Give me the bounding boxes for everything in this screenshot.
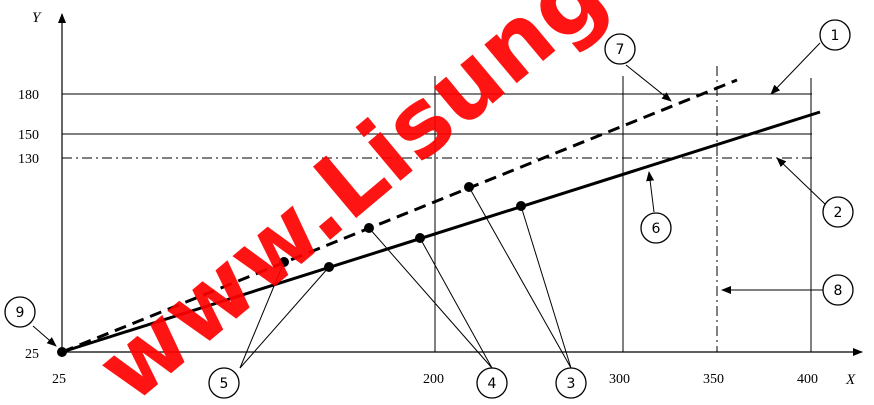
- y-tick-label-180: 180: [18, 88, 39, 103]
- callout-5: 5: [208, 367, 240, 399]
- callout-8: 8: [822, 274, 854, 306]
- grid-lines: [62, 66, 812, 352]
- callout-4-label: 4: [488, 376, 497, 392]
- callout-3: 3: [555, 367, 587, 399]
- callout-1-circle: [819, 19, 851, 51]
- callout-9: 9: [4, 296, 36, 328]
- callout-4-circle: [476, 367, 508, 399]
- callout-3-circle: [555, 367, 587, 399]
- callout-2-label: 2: [834, 205, 843, 221]
- x-tick-label-300: 300: [609, 372, 630, 387]
- callout-3-label: 3: [567, 376, 576, 392]
- callout-9-circle: [4, 296, 36, 328]
- callout-4-leader-b: [368, 227, 493, 369]
- callout-5-leader-b: [239, 261, 285, 369]
- data-lines: [61, 78, 821, 354]
- solid-line: [61, 110, 821, 354]
- callout-6-label: 6: [652, 221, 661, 237]
- axes: Y X: [32, 10, 863, 388]
- y-tick-label-130: 130: [18, 152, 39, 167]
- axis-labels: 180 150 130 25 25 200 300 350 400: [18, 88, 818, 387]
- x-tick-label-25: 25: [52, 372, 66, 387]
- callout-5-circle: [208, 367, 240, 399]
- y-tick-label-25: 25: [25, 347, 39, 362]
- callout-9-leader: [32, 325, 57, 347]
- callout-1: 1: [819, 19, 851, 51]
- callout-3-leader-a: [520, 205, 572, 369]
- callout-2-leader: [776, 157, 827, 206]
- callout-8-circle: [822, 274, 854, 306]
- callout-3-leader-b: [468, 186, 572, 369]
- y-axis-title: Y: [32, 10, 42, 26]
- y-tick-label-150: 150: [18, 128, 39, 143]
- callout-6-circle: [640, 212, 672, 244]
- callout-6-leader: [646, 171, 655, 213]
- watermark-text: www.Lisung: [77, 0, 625, 405]
- origin-point: [57, 347, 67, 357]
- callout-1-leader: [770, 42, 821, 95]
- callout-7-leader: [625, 64, 672, 102]
- callout-9-label: 9: [16, 305, 25, 321]
- x-tick-label-400: 400: [797, 372, 818, 387]
- dashed-line: [61, 78, 738, 354]
- callout-leaders: [32, 42, 827, 369]
- x-axis-title: X: [845, 372, 856, 388]
- callout-7: 7: [604, 33, 636, 65]
- x-tick-label-350: 350: [703, 372, 724, 387]
- callout-7-label: 7: [616, 42, 625, 58]
- x-tick-label-200: 200: [423, 372, 444, 387]
- callout-2: 2: [822, 196, 854, 228]
- callout-6: 6: [640, 212, 672, 244]
- callouts: 1 2 3 4 5 6 7 8: [4, 19, 854, 399]
- callout-5-label: 5: [220, 376, 229, 392]
- callout-5-leader-a: [239, 266, 330, 369]
- callout-4: 4: [476, 367, 508, 399]
- callout-1-label: 1: [831, 28, 840, 44]
- callout-2-circle: [822, 196, 854, 228]
- callout-4-leader-a: [419, 237, 493, 369]
- callout-8-label: 8: [834, 283, 843, 299]
- callout-7-circle: [604, 33, 636, 65]
